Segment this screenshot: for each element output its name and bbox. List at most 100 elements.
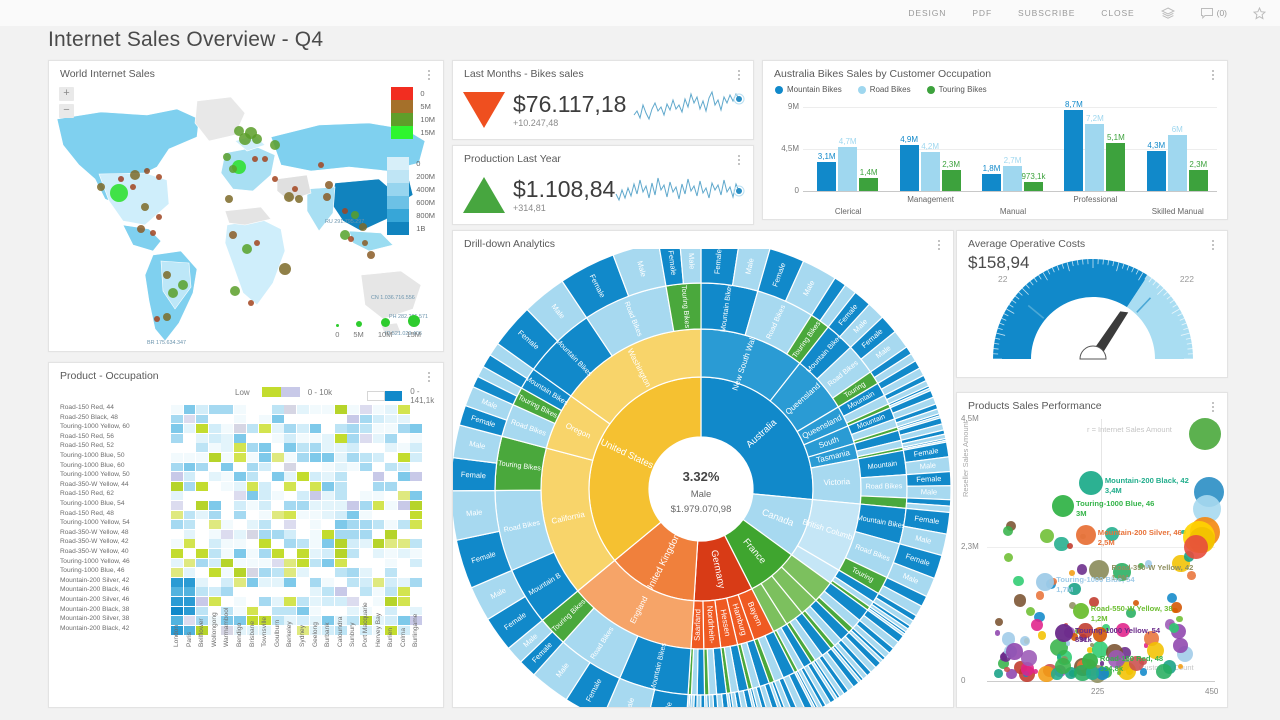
heatmap-cell[interactable] <box>334 443 347 453</box>
heatmap-cell[interactable] <box>196 462 208 472</box>
heatmap-cell[interactable] <box>183 414 196 424</box>
heatmap-cell[interactable] <box>360 606 372 616</box>
heatmap-cell[interactable] <box>196 606 208 616</box>
heatmap-cell[interactable] <box>234 520 246 529</box>
heatmap-cell[interactable] <box>372 577 385 587</box>
heatmap-cell[interactable] <box>221 558 234 568</box>
heatmap-cell[interactable] <box>284 625 297 635</box>
heatmap-cell[interactable] <box>271 597 284 606</box>
scatter-point[interactable] <box>1092 627 1108 642</box>
heatmap-cell[interactable] <box>372 453 385 462</box>
sunburst-segment[interactable] <box>700 694 706 720</box>
heatmap-cell[interactable] <box>322 577 334 587</box>
heatmap-cell[interactable] <box>284 510 297 520</box>
heatmap-cell[interactable] <box>171 520 183 529</box>
heatmap-cell[interactable] <box>385 443 397 453</box>
bar[interactable]: 7,2M <box>1085 114 1105 191</box>
heatmap-cell[interactable] <box>234 472 246 481</box>
heatmap-cell[interactable] <box>297 481 309 491</box>
heatmap-cell[interactable] <box>271 520 284 529</box>
heatmap-cell[interactable] <box>322 529 334 539</box>
heatmap-cell[interactable] <box>196 597 208 606</box>
heatmap-cell[interactable] <box>322 443 334 453</box>
heatmap-cell[interactable] <box>372 491 385 501</box>
heatmap-cell[interactable] <box>334 539 347 549</box>
heatmap-cell[interactable] <box>284 501 297 510</box>
heatmap-cell[interactable] <box>385 462 397 472</box>
scatter-point[interactable] <box>998 658 1010 670</box>
heatmap-cell[interactable] <box>322 491 334 501</box>
scatter-point[interactable] <box>1188 417 1221 450</box>
heatmap-cell[interactable] <box>297 462 309 472</box>
heatmap-cell[interactable] <box>259 606 271 616</box>
scatter-point[interactable] <box>1112 562 1131 581</box>
scatter-point[interactable] <box>1033 669 1039 675</box>
heatmap-cell[interactable] <box>410 568 423 577</box>
heatmap-cell[interactable] <box>208 587 221 597</box>
scatter-point[interactable] <box>1034 611 1046 623</box>
scatter-point[interactable] <box>1070 633 1079 641</box>
heatmap-cell[interactable] <box>360 433 372 443</box>
scatter-point[interactable] <box>999 653 1008 661</box>
heatmap-cell[interactable] <box>221 414 234 424</box>
heatmap-cell[interactable] <box>360 405 372 414</box>
heatmap-cell[interactable] <box>196 577 208 587</box>
toolbar-item-close[interactable]: CLOSE <box>1101 8 1135 18</box>
heatmap-cell[interactable] <box>271 453 284 462</box>
heatmap-cell[interactable] <box>234 433 246 443</box>
panel-menu-button[interactable] <box>1207 400 1219 414</box>
heatmap-cell[interactable] <box>234 597 246 606</box>
scatter-point[interactable] <box>1183 535 1208 560</box>
heatmap-cell[interactable] <box>309 616 322 625</box>
heatmap-cell[interactable] <box>397 587 410 597</box>
heatmap-cell[interactable] <box>221 453 234 462</box>
heatmap-cell[interactable] <box>259 529 271 539</box>
heatmap-cell[interactable] <box>221 539 234 549</box>
heatmap-cell[interactable] <box>397 558 410 568</box>
heatmap-cell[interactable] <box>171 616 183 625</box>
scatter-point[interactable] <box>1006 520 1017 531</box>
heatmap-cell[interactable] <box>397 472 410 481</box>
heatmap-cell[interactable] <box>410 616 423 625</box>
heatmap-cell[interactable] <box>372 597 385 606</box>
bar[interactable]: 3,1M <box>817 152 837 191</box>
heatmap-cell[interactable] <box>183 424 196 433</box>
heatmap-cell[interactable] <box>309 501 322 510</box>
heatmap-cell[interactable] <box>221 443 234 453</box>
heatmap-cell[interactable] <box>196 405 208 414</box>
heatmap-cell[interactable] <box>385 481 397 491</box>
scatter-point[interactable] <box>1039 528 1055 544</box>
scatter-point[interactable] <box>1166 592 1177 603</box>
heatmap-cell[interactable] <box>208 625 221 635</box>
heatmap-cell[interactable] <box>334 549 347 558</box>
heatmap-cell[interactable] <box>347 606 360 616</box>
heatmap-cell[interactable] <box>284 577 297 587</box>
heatmap-cell[interactable] <box>385 625 397 635</box>
heatmap-cell[interactable] <box>309 587 322 597</box>
heatmap-cell[interactable] <box>183 577 196 587</box>
heatmap-cell[interactable] <box>347 597 360 606</box>
heatmap-cell[interactable] <box>208 616 221 625</box>
heatmap-cell[interactable] <box>271 481 284 491</box>
heatmap-cell[interactable] <box>196 558 208 568</box>
heatmap-cell[interactable] <box>221 510 234 520</box>
heatmap-cell[interactable] <box>234 501 246 510</box>
layers-icon[interactable] <box>1160 7 1175 19</box>
heatmap-cell[interactable] <box>334 472 347 481</box>
heatmap-cell[interactable] <box>297 405 309 414</box>
heatmap-cell[interactable] <box>322 424 334 433</box>
legend-item[interactable]: Mountain Bikes <box>775 85 842 94</box>
scatter-point-labeled[interactable] <box>1089 560 1110 581</box>
heatmap-cell[interactable] <box>208 491 221 501</box>
map-zoom-in-button[interactable]: + <box>59 87 74 101</box>
heatmap-cell[interactable] <box>410 491 423 501</box>
heatmap-cell[interactable] <box>171 433 183 443</box>
heatmap-cell[interactable] <box>259 424 271 433</box>
heatmap-cell[interactable] <box>322 625 334 635</box>
scatter-point[interactable] <box>1054 657 1072 675</box>
scatter-point-labeled[interactable] <box>1075 525 1096 546</box>
scatter-point[interactable] <box>1116 670 1121 675</box>
heatmap-cell[interactable] <box>208 549 221 558</box>
heatmap-cell[interactable] <box>322 414 334 424</box>
heatmap-cell[interactable] <box>372 405 385 414</box>
